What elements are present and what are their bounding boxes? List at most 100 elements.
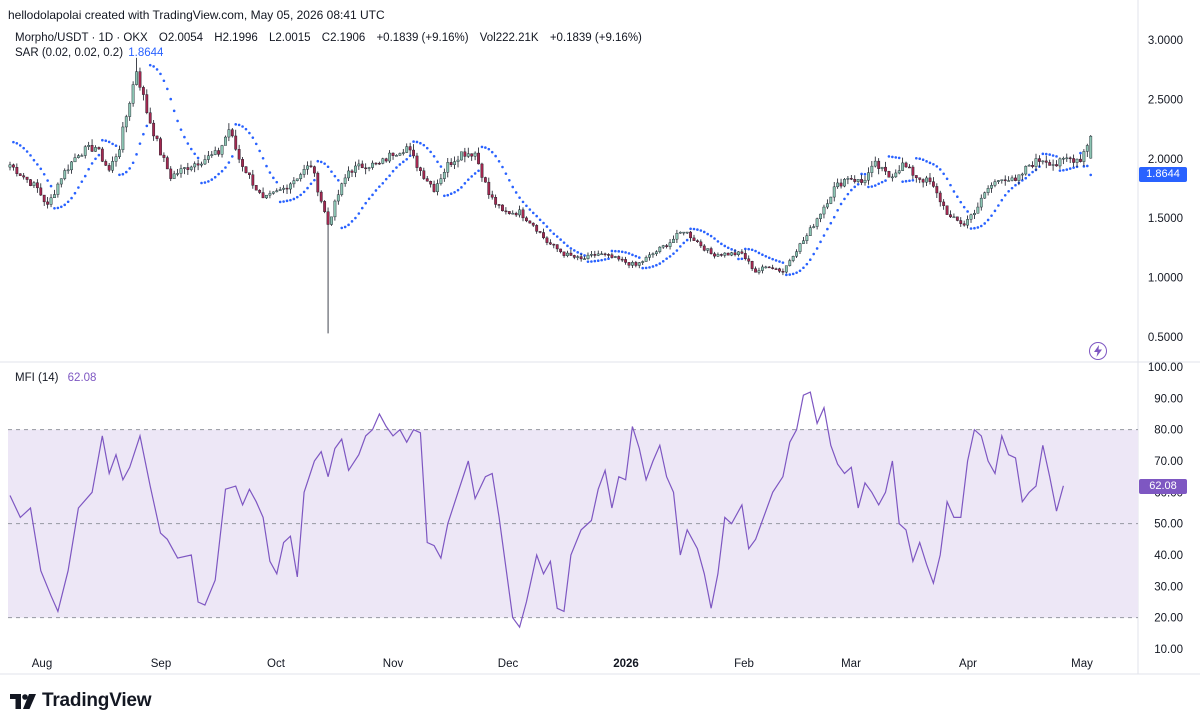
high-value: 2.1996 (222, 32, 258, 44)
candle-body (230, 129, 234, 137)
candle-body (969, 214, 973, 220)
sar-dot (962, 205, 966, 209)
candle-body (514, 212, 518, 216)
sar-dot (1072, 166, 1075, 169)
candle-body (87, 145, 91, 147)
time-tick-label: Dec (498, 658, 519, 670)
candle-body (381, 158, 385, 164)
sar-dot (808, 258, 812, 262)
candle-body (306, 165, 309, 170)
candle-body (1007, 180, 1011, 182)
candle-body (702, 245, 706, 251)
sar-dot (121, 172, 125, 176)
sar-legend[interactable]: SAR (0.02, 0.02, 0.2) 1.8644 (15, 47, 163, 59)
candle-body (237, 149, 241, 160)
sar-dot (176, 119, 179, 123)
candle-body (244, 166, 248, 173)
sar-dot (299, 193, 303, 197)
candle-body (764, 266, 768, 269)
sar-dot (1062, 168, 1065, 172)
sar-dot (641, 266, 644, 270)
candle-body (477, 152, 480, 165)
mfi-legend[interactable]: MFI (14) 62.08 (15, 372, 96, 384)
sar-dot (306, 186, 309, 190)
lightning-icon[interactable] (1089, 342, 1107, 360)
sar-dot (22, 146, 25, 150)
candle-body (525, 217, 528, 222)
candle-body (268, 193, 272, 196)
sar-dot (484, 146, 487, 149)
candle-body (432, 183, 436, 192)
sar-dot (1082, 165, 1086, 168)
candle-body (1003, 179, 1007, 182)
sar-dot (637, 256, 641, 259)
candle-body (1044, 160, 1048, 163)
sar-dot (36, 163, 39, 166)
sar-dot (343, 225, 347, 229)
sar-dot (665, 257, 668, 260)
sar-dot (203, 181, 207, 184)
candle-body (839, 182, 843, 187)
sar-dot (391, 169, 395, 173)
candle-body (791, 255, 795, 261)
sar-dot (1007, 190, 1010, 193)
sar-dot (265, 164, 268, 168)
sar-dot (224, 166, 227, 169)
sar-dot (781, 261, 785, 264)
symbol-name[interactable]: Morpho/USDT · 1D · OKX (15, 32, 148, 44)
sar-dot (217, 172, 220, 176)
sar-dot (726, 246, 730, 250)
candle-body (1075, 158, 1079, 163)
candle-body (333, 200, 337, 218)
sar-dot (716, 240, 720, 243)
candle-body (808, 227, 812, 236)
candle-body (689, 231, 692, 239)
sar-dot (661, 259, 665, 263)
candle-body (189, 166, 193, 170)
candle-body (395, 155, 398, 157)
time-tick-label: Oct (267, 658, 286, 670)
sar-dot (877, 182, 880, 186)
sar-dot (867, 185, 870, 189)
candle-body (1061, 157, 1065, 160)
candle-body (183, 167, 186, 169)
sar-dot (487, 147, 491, 151)
candle-body (771, 267, 775, 269)
sar-dot (477, 169, 480, 173)
sar-dot (668, 255, 672, 258)
time-tick-label: Mar (841, 658, 861, 670)
candle-body (131, 84, 135, 104)
tradingview-logo[interactable]: TradingView (10, 690, 152, 712)
sar-dot (918, 157, 922, 161)
sar-dot (166, 87, 169, 91)
sar-dot (227, 161, 231, 164)
candle-body (918, 177, 922, 180)
sar-dot (402, 160, 405, 164)
sar-dot (186, 142, 190, 145)
candle-body (1051, 164, 1055, 166)
sar-dot (138, 142, 142, 145)
candle-body (49, 197, 53, 205)
time-tick-label: 2026 (613, 658, 639, 670)
sar-dot (870, 185, 874, 188)
sar-dot (347, 223, 350, 227)
sar-dot (70, 196, 73, 200)
candle-body (412, 149, 415, 157)
tradingview-wordmark: TradingView (42, 690, 152, 711)
candle-body (942, 201, 946, 206)
candle-body (261, 192, 265, 199)
sar-dot (326, 165, 330, 169)
candle-body (627, 262, 631, 266)
sar-dot (559, 238, 562, 241)
candle-body (661, 245, 665, 248)
sar-dot (795, 271, 798, 274)
candle-body (343, 177, 347, 184)
sar-dot (525, 204, 528, 208)
sar-dot (104, 139, 108, 143)
sar-dot (614, 249, 617, 253)
candle-body (914, 175, 918, 178)
sar-dot (18, 144, 22, 147)
candle-body (456, 159, 460, 162)
sar-dot (309, 182, 313, 186)
